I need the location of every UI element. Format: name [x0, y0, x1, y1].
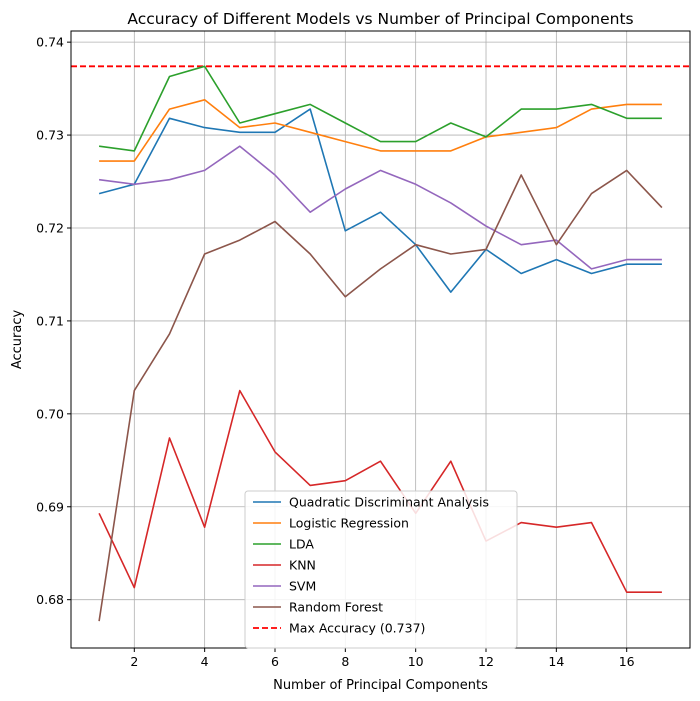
x-tick-label: 6 [271, 654, 279, 669]
y-axis-label: Accuracy [10, 310, 25, 370]
legend-label: Max Accuracy (0.737) [289, 621, 425, 636]
legend-label: Logistic Regression [289, 516, 409, 531]
x-tick-label: 14 [548, 654, 564, 669]
legend-label: LDA [289, 537, 314, 552]
series-line-random-forest [98, 169, 663, 622]
legend-label: Quadratic Discriminant Analysis [289, 495, 489, 510]
y-tick-label: 0.72 [36, 220, 64, 235]
y-tick-label: 0.69 [36, 499, 64, 514]
y-tick-label: 0.70 [36, 406, 64, 421]
y-axis-ticks: 0.68 0.69 0.70 0.71 0.72 0.73 0.74 [36, 35, 71, 607]
x-axis-ticks: 2 4 6 8 10 12 14 16 [130, 648, 635, 669]
legend: Quadratic Discriminant Analysis Logistic … [244, 490, 518, 649]
x-tick-label: 10 [408, 654, 424, 669]
y-tick-label: 0.74 [36, 35, 64, 50]
x-tick-label: 2 [130, 654, 138, 669]
legend-label: SVM [289, 579, 316, 594]
x-tick-label: 4 [201, 654, 209, 669]
y-tick-label: 0.68 [36, 592, 64, 607]
series-line-knn [98, 389, 662, 594]
legend-label: Random Forest [289, 600, 383, 615]
x-tick-label: 8 [341, 654, 349, 669]
legend-box [244, 490, 518, 649]
legend-label: KNN [289, 558, 316, 573]
series-line-svm [98, 145, 662, 270]
series-line-lda [98, 65, 662, 152]
y-tick-label: 0.73 [36, 128, 64, 143]
x-tick-label: 12 [478, 654, 494, 669]
grid [71, 31, 690, 648]
x-axis-label: Number of Principal Components [273, 678, 488, 693]
y-tick-label: 0.71 [36, 313, 64, 328]
series-line-quadratic-discriminant-analysis [98, 108, 662, 293]
series-line-logistic-regression [99, 99, 662, 162]
chart-title: Accuracy of Different Models vs Number o… [127, 10, 633, 28]
series-layer [98, 65, 663, 622]
x-tick-label: 16 [619, 654, 635, 669]
